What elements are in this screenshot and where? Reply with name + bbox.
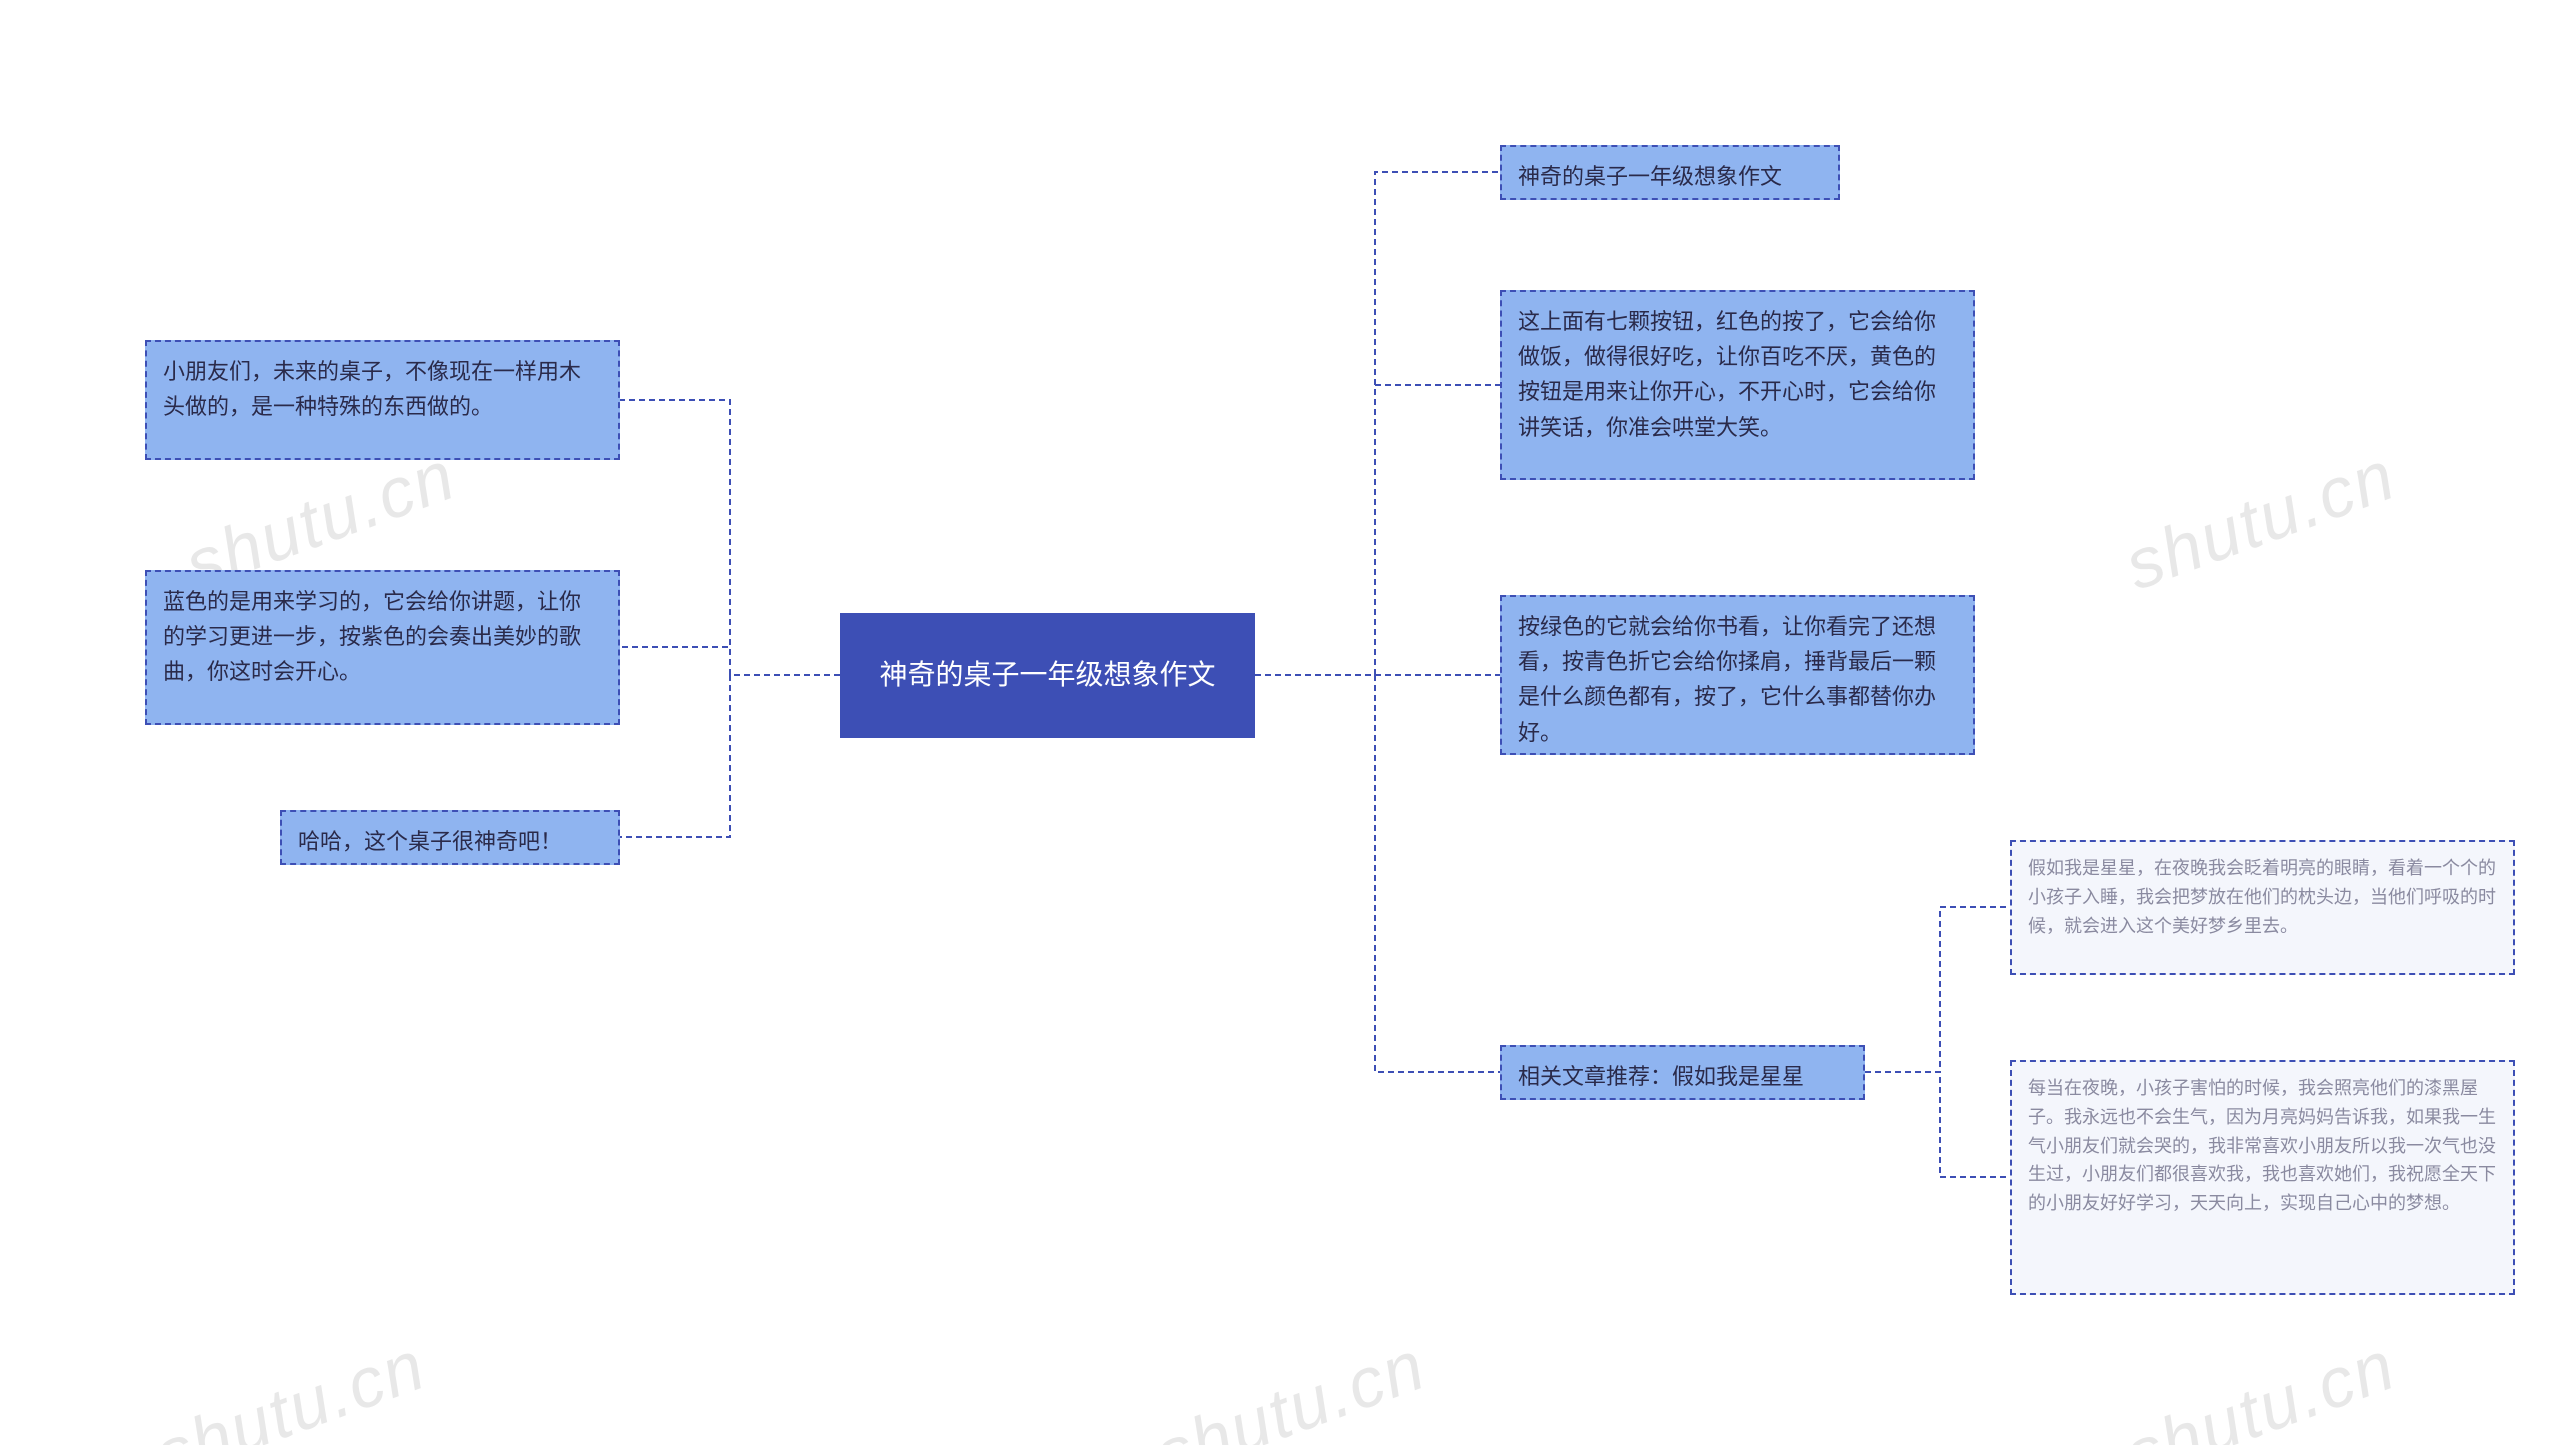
left-node[interactable]: 小朋友们，未来的桌子，不像现在一样用木头做的，是一种特殊的东西做的。: [145, 340, 620, 460]
node-text: 相关文章推荐：假如我是星星: [1518, 1064, 1804, 1089]
root-node[interactable]: 神奇的桌子一年级想象作文: [840, 613, 1255, 738]
node-text: 蓝色的是用来学习的，它会给你讲题，让你的学习更进一步，按紫色的会奏出美妙的歌曲，…: [163, 589, 581, 684]
watermark: shutu.cn: [1145, 1324, 1436, 1445]
node-text: 每当在夜晚，小孩子害怕的时候，我会照亮他们的漆黑屋子。我永远也不会生气，因为月亮…: [2028, 1078, 2496, 1213]
right-node[interactable]: 按绿色的它就会给你书看，让你看完了还想看，按青色折它会给你揉肩，捶背最后一颗是什…: [1500, 595, 1975, 755]
left-node[interactable]: 蓝色的是用来学习的，它会给你讲题，让你的学习更进一步，按紫色的会奏出美妙的歌曲，…: [145, 570, 620, 725]
node-text: 小朋友们，未来的桌子，不像现在一样用木头做的，是一种特殊的东西做的。: [163, 359, 581, 419]
watermark: shutu.cn: [2115, 1324, 2406, 1445]
left-node[interactable]: 哈哈，这个桌子很神奇吧！: [280, 810, 620, 865]
sub-node[interactable]: 每当在夜晚，小孩子害怕的时候，我会照亮他们的漆黑屋子。我永远也不会生气，因为月亮…: [2010, 1060, 2515, 1295]
right-node[interactable]: 相关文章推荐：假如我是星星: [1500, 1045, 1865, 1100]
root-label: 神奇的桌子一年级想象作文: [879, 653, 1215, 698]
node-text: 假如我是星星，在夜晚我会眨着明亮的眼睛，看着一个个的小孩子入睡，我会把梦放在他们…: [2028, 858, 2496, 936]
node-text: 这上面有七颗按钮，红色的按了，它会给你做饭，做得很好吃，让你百吃不厌，黄色的按钮…: [1518, 309, 1936, 440]
right-node[interactable]: 神奇的桌子一年级想象作文: [1500, 145, 1840, 200]
node-text: 神奇的桌子一年级想象作文: [1518, 164, 1782, 189]
watermark: shutu.cn: [145, 1324, 436, 1445]
sub-node[interactable]: 假如我是星星，在夜晚我会眨着明亮的眼睛，看着一个个的小孩子入睡，我会把梦放在他们…: [2010, 840, 2515, 975]
watermark: shutu.cn: [2115, 434, 2406, 605]
right-node[interactable]: 这上面有七颗按钮，红色的按了，它会给你做饭，做得很好吃，让你百吃不厌，黄色的按钮…: [1500, 290, 1975, 480]
node-text: 哈哈，这个桌子很神奇吧！: [298, 829, 562, 854]
node-text: 按绿色的它就会给你书看，让你看完了还想看，按青色折它会给你揉肩，捶背最后一颗是什…: [1518, 614, 1936, 745]
